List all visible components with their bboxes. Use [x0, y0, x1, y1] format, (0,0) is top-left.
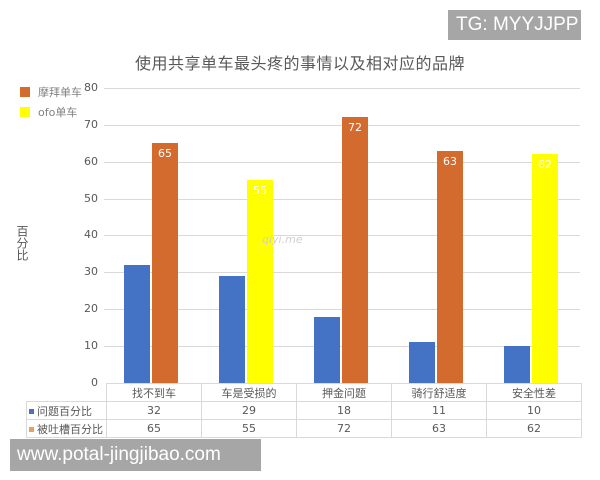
y-tick-label: 60 — [84, 155, 98, 168]
table-cell: 29 — [201, 401, 297, 420]
table-cell: 10 — [486, 401, 582, 420]
data-label: 65 — [158, 147, 172, 161]
table-header-cell: 找不到车 — [106, 383, 202, 402]
table-corner — [26, 383, 107, 402]
table-cell: 72 — [296, 419, 392, 438]
bar-complaint-pct — [532, 154, 558, 383]
data-table-header: 找不到车 车是受损的 押金问题 骑行舒适度 安全性差 — [26, 383, 582, 402]
bar-problem-pct — [504, 346, 530, 383]
data-label: 62 — [538, 158, 552, 172]
row-header: 问题百分比 — [26, 401, 107, 420]
watermark-tg: TG: MYYJJPP — [448, 10, 581, 40]
data-label: 63 — [443, 154, 457, 168]
bar-complaint-pct — [247, 180, 273, 383]
legend-label: 摩拜单车 — [38, 86, 82, 99]
data-table: 找不到车 车是受损的 押金问题 骑行舒适度 安全性差 问题百分比 32 29 1… — [26, 383, 582, 438]
table-header-cell: 安全性差 — [486, 383, 582, 402]
series-marker-orange — [29, 427, 34, 432]
watermark-url: www.potal-jingjibao.com — [10, 439, 261, 471]
table-cell: 65 — [106, 419, 202, 438]
legend-item-mobike: 摩拜单车 — [20, 82, 82, 102]
table-row: 问题百分比 32 29 18 11 10 — [26, 401, 582, 420]
legend-item-ofo: ofo单车 — [20, 102, 82, 122]
bar-problem-pct — [409, 342, 435, 383]
bar-problem-pct — [124, 264, 150, 383]
table-cell: 32 — [106, 401, 202, 420]
bar-problem-pct — [219, 275, 245, 383]
table-header-cell: 押金问题 — [296, 383, 392, 402]
chart-title: 使用共享单车最头疼的事情以及相对应的品牌 — [134, 54, 465, 73]
legend-label: ofo单车 — [38, 106, 78, 119]
y-tick-label: 20 — [84, 302, 98, 315]
legend: 摩拜单车 ofo单车 — [20, 82, 82, 122]
legend-swatch-ofo — [20, 107, 30, 117]
bar-complaint-pct — [342, 117, 368, 383]
bar-complaint-pct — [437, 150, 463, 383]
watermark-center: qiyi.me — [262, 233, 303, 246]
series-marker-blue — [29, 409, 34, 414]
table-cell: 11 — [391, 401, 487, 420]
bar-complaint-pct — [152, 143, 178, 383]
y-tick-label: 50 — [84, 192, 98, 205]
table-cell: 18 — [296, 401, 392, 420]
legend-swatch-mobike — [20, 87, 30, 97]
y-tick-label: 70 — [84, 118, 98, 131]
table-cell: 63 — [391, 419, 487, 438]
y-tick-label: 30 — [84, 265, 98, 278]
y-axis-label: 百分比 — [15, 225, 29, 261]
table-cell: 55 — [201, 419, 297, 438]
table-cell: 62 — [486, 419, 582, 438]
gridline — [104, 88, 580, 89]
data-label: 72 — [348, 121, 362, 135]
data-label: 55 — [253, 184, 267, 198]
table-header-cell: 车是受损的 — [201, 383, 297, 402]
y-tick-label: 80 — [84, 81, 98, 94]
y-tick-label: 10 — [84, 339, 98, 352]
bar-problem-pct — [314, 316, 340, 383]
row-label: 问题百分比 — [37, 404, 92, 418]
y-tick-label: 40 — [84, 228, 98, 241]
row-header: 被吐槽百分比 — [26, 419, 107, 438]
table-header-cell: 骑行舒适度 — [391, 383, 487, 402]
y-tick-label: 0 — [91, 376, 98, 389]
row-label: 被吐槽百分比 — [37, 422, 103, 436]
table-row: 被吐槽百分比 65 55 72 63 62 — [26, 419, 582, 438]
